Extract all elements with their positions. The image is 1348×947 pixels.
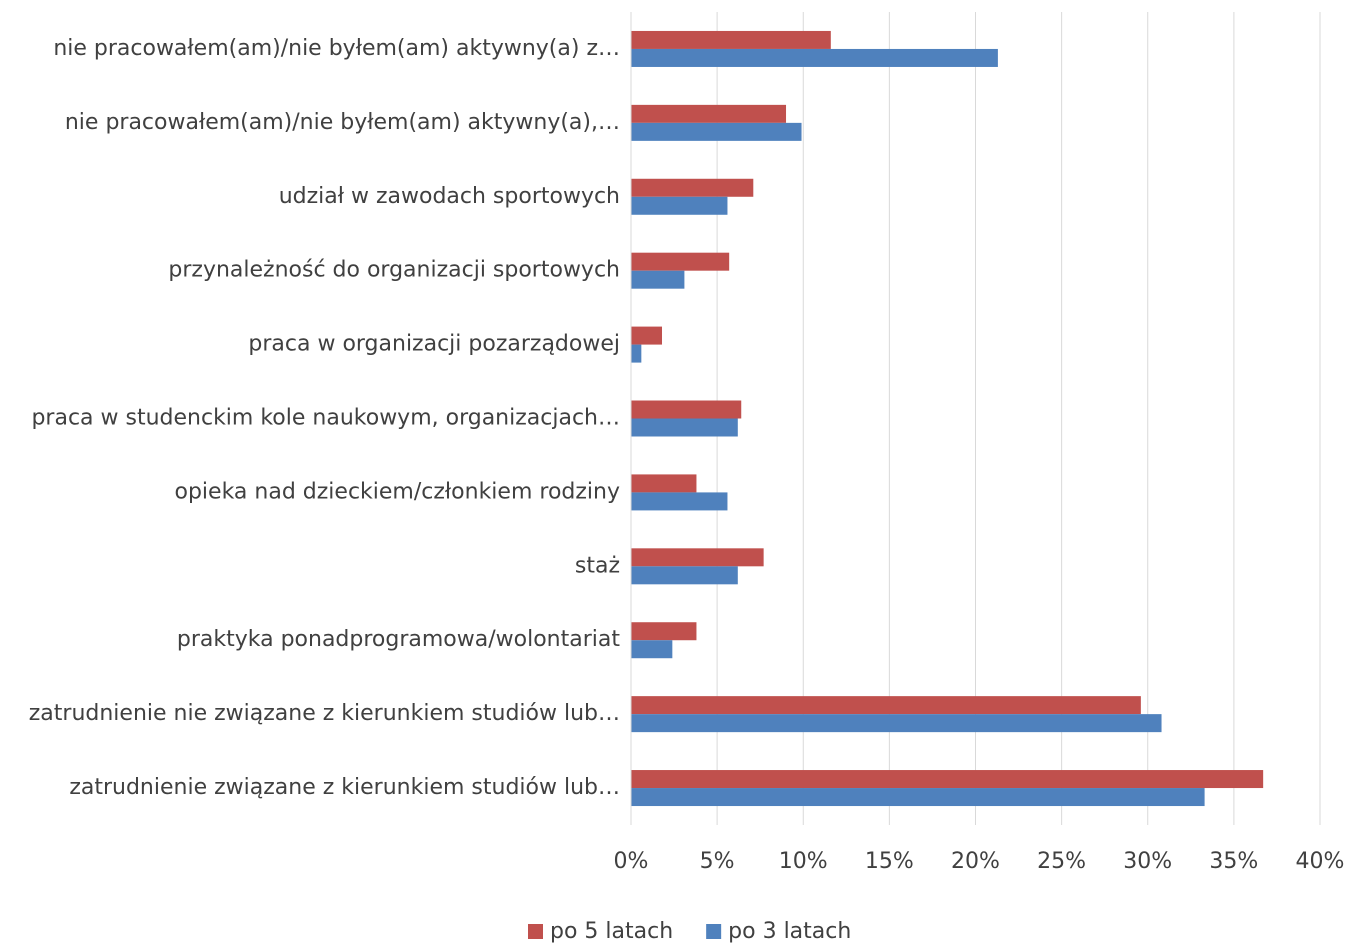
x-tick-label: 5% [700, 849, 735, 874]
y-tick-label: nie pracowałem(am)/nie byłem(am) aktywny… [65, 110, 620, 135]
bar [631, 696, 1141, 715]
x-tick-label: 15% [865, 849, 914, 874]
y-tick-label: udział w zawodach sportowych [279, 184, 620, 209]
bar [631, 344, 642, 363]
bar [631, 770, 1264, 789]
bar [631, 252, 730, 271]
x-tick-label: 10% [779, 849, 828, 874]
bar [631, 788, 1205, 807]
bar [631, 270, 685, 289]
y-tick-label: praca w studenckim kole naukowym, organi… [31, 406, 620, 431]
y-tick-label: opieka nad dzieckiem/członkiem rodziny [175, 479, 621, 504]
bar [631, 400, 742, 419]
y-tick-label: nie pracowałem(am)/nie byłem(am) aktywny… [53, 36, 620, 61]
y-tick-label: przynależność do organizacji sportowych [168, 258, 620, 283]
bar [631, 566, 738, 585]
bar [631, 548, 764, 567]
bar [631, 326, 663, 345]
bar [631, 492, 728, 511]
legend-label: po 3 latach [728, 919, 851, 944]
x-tick-label: 35% [1209, 849, 1258, 874]
bar [631, 714, 1162, 733]
y-tick-label: zatrudnienie związane z kierunkiem studi… [69, 775, 620, 800]
x-tick-label: 20% [951, 849, 1000, 874]
bar [631, 30, 831, 49]
bar [631, 474, 697, 493]
x-tick-label: 40% [1296, 849, 1345, 874]
bar [631, 122, 802, 141]
bar [631, 104, 787, 123]
bar [631, 418, 738, 437]
legend-swatch [706, 924, 722, 939]
bar [631, 178, 754, 197]
legend-swatch [528, 924, 543, 939]
y-tick-label: staż [575, 553, 620, 578]
x-tick-label: 0% [614, 849, 649, 874]
y-tick-label: zatrudnienie nie związane z kierunkiem s… [29, 701, 620, 726]
bar [631, 196, 728, 215]
y-tick-label: praktyka ponadprogramowa/wolontariat [177, 627, 620, 652]
bar [631, 640, 673, 659]
y-tick-label: praca w organizacji pozarządowej [248, 332, 620, 357]
bar [631, 622, 697, 641]
x-tick-label: 25% [1037, 849, 1086, 874]
legend-label: po 5 latach [550, 919, 673, 944]
bar [631, 48, 998, 67]
x-tick-label: 30% [1123, 849, 1172, 874]
